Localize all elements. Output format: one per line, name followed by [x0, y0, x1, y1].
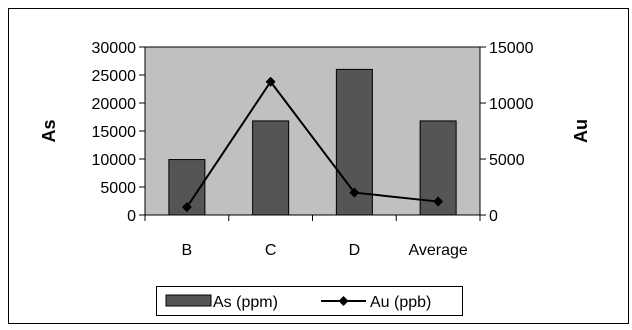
au-marker-d	[349, 187, 360, 198]
y2-tick-label: 0	[489, 208, 498, 225]
bar-c	[252, 120, 290, 216]
line-series-layer	[181, 76, 444, 213]
y-tick-label: 30000	[92, 40, 137, 57]
y2-tick-label: 15000	[489, 40, 534, 57]
x-tick-label: D	[349, 242, 361, 259]
legend-bar-label: As (ppm)	[213, 294, 278, 311]
y-tick-label: 5000	[100, 180, 136, 197]
legend-line-marker	[338, 296, 349, 306]
y2-tick-label: 10000	[489, 96, 534, 113]
y2-axis-title: Au	[571, 119, 591, 143]
au-line	[186, 79, 439, 208]
au-marker-b	[181, 202, 192, 213]
axes-layer: 0 5000 10000 15000 20000 25000 30000 0 5000 10000…	[92, 40, 534, 259]
x-tick-label: Average	[408, 242, 467, 259]
au-marker-average	[433, 196, 444, 207]
bars-layer	[168, 68, 457, 216]
y2-tick-label: 5000	[489, 152, 525, 169]
x-tick-label: B	[182, 242, 193, 259]
legend-bar-swatch	[165, 294, 212, 307]
y-tick-label: 0	[127, 208, 136, 225]
au-marker-c	[265, 76, 276, 87]
x-tick-label: C	[265, 242, 277, 259]
legend-line-label: Au (ppb)	[370, 294, 431, 311]
y-tick-label: 20000	[92, 96, 137, 113]
legend: As (ppm) Au (ppb)	[156, 286, 463, 316]
y-tick-label: 10000	[92, 152, 137, 169]
y-axis-title: As	[39, 119, 59, 142]
y-tick-label: 15000	[92, 124, 137, 141]
y-tick-label: 25000	[92, 68, 137, 85]
